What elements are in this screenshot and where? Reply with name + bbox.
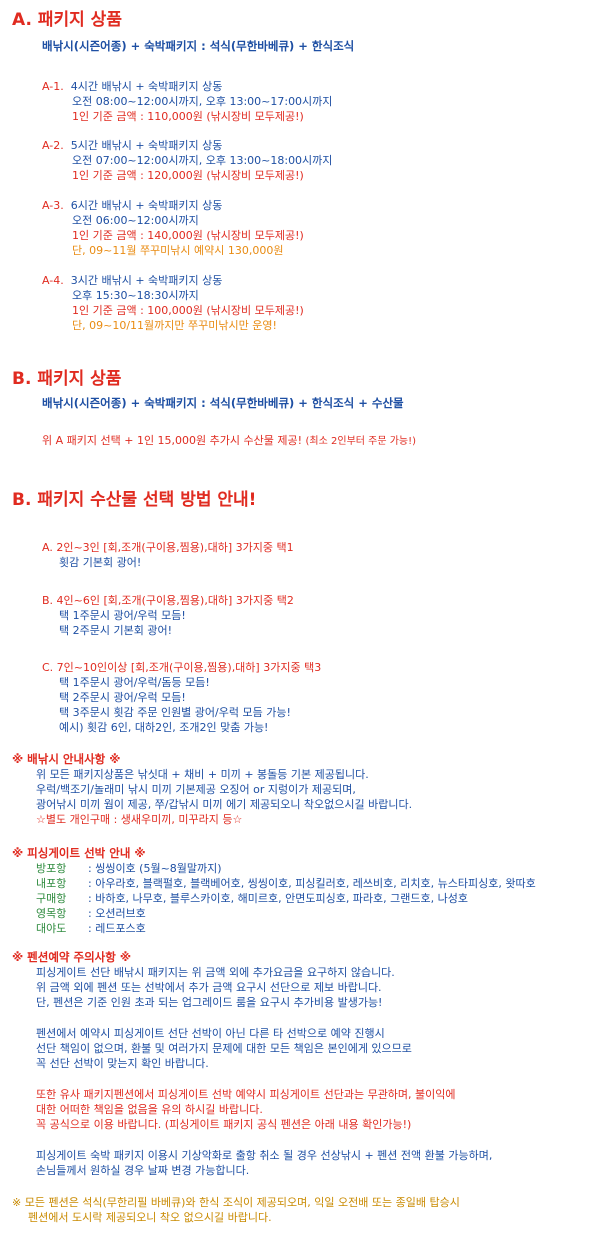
pension-caution-title: ※ 펜션예약 주의사항 ※ [12,950,132,964]
ship-guide: ※ 피싱게이트 선박 안내 ※ 방포항 : 씽씽이호 (5월~8월말까지) 내포항… [12,846,536,936]
seafood-group-c: C. 7인~10인이상 [회,조개(구이용,찜용),대하] 3가지중 택3 택 … [42,660,321,735]
caution-line: 선단 책임이 없으며, 환불 및 여러가지 문제에 대한 모든 책임은 본인에게… [36,1042,412,1055]
ship-list: : 씽씽이호 (5월~8월말까지) [88,862,222,875]
package-a1: A-1. 4시간 배낚시 + 숙박패키지 상동 오전 08:00~12:00시까… [42,79,332,124]
ship-port: 구매항 [36,892,67,905]
caution-paragraph-1: 피싱게이트 선단 배낚시 패키지는 위 금액 외에 추가요금을 요구하지 않습니… [12,965,492,1010]
seafood-group-head: C. 7인~10인이상 [회,조개(구이용,찜용),대하] 3가지중 택3 [42,661,322,674]
caution-line: 꼭 선단 선박이 맞는지 확인 바랍니다. [36,1057,209,1070]
package-price: 1인 기준 금액 : 110,000원 (낚시장비 모두제공!) [72,110,304,123]
package-a2: A-2. 5시간 배낚시 + 숙박패키지 상동 오전 07:00~12:00시까… [42,138,332,183]
caution-line: 대한 어떠한 책임을 없음을 유의 하시길 바랍니다. [36,1103,263,1116]
package-price: 1인 기준 금액 : 100,000원 (낚시장비 모두제공!) [72,304,304,317]
fishing-guide-line: 광어낚시 미끼 웜이 제공, 쭈/갑낚시 미끼 에기 제공되오니 착오없으시길 … [36,798,413,811]
fishing-guide-line: 위 모든 패키지상품은 낚싯대 + 채비 + 미끼 + 봉돌등 기본 제공됩니다… [36,768,369,781]
fishing-guide: ※ 배낚시 안내사항 ※ 위 모든 패키지상품은 낚싯대 + 채비 + 미끼 +… [12,752,412,827]
seafood-group-head: A. 2인~3인 [회,조개(구이용,찜용),대하] 3가지중 택1 [42,541,294,554]
package-name: 5시간 배낚시 + 숙박패키지 상동 [70,139,223,152]
seafood-group-line: 택 2주문시 기본회 광어! [59,624,172,637]
caution-line: 또한 유사 패키지펜션에서 피싱게이트 선박 예약시 피싱게이트 선단과는 무관… [36,1088,456,1101]
section-b-line: 위 A 패키지 선택 + 1인 15,000원 추가시 수산물 제공! (최소 … [42,433,416,449]
ship-row: 대야도 : 레드포스호 [12,921,536,936]
seafood-group-line: 횟감 기본회 광어! [59,556,142,569]
package-code: A-4. [42,274,64,287]
section-c-title: B. 패키지 수산물 선택 방법 안내! [12,489,256,511]
section-c-title-text: B. 패키지 수산물 선택 방법 안내! [12,490,257,510]
caution-paragraph-4: 피싱게이트 숙박 패키지 이용시 기상악화로 출항 취소 될 경우 선상낚시 +… [12,1148,492,1178]
fishing-guide-title: ※ 배낚시 안내사항 ※ [12,752,121,766]
seafood-group-line: 택 1주문시 광어/우럭/돔등 모듬! [59,676,210,689]
seafood-group-a: A. 2인~3인 [회,조개(구이용,찜용),대하] 3가지중 택1 횟감 기본… [42,540,294,570]
package-a3: A-3. 6시간 배낚시 + 숙박패키지 상동 오전 06:00~12:00시까… [42,198,304,258]
fishing-guide-extra: ☆별도 개인구매 : 생새우미끼, 미꾸라지 등☆ [36,813,243,826]
seafood-group-line: 택 2주문시 광어/우럭 모듬! [59,691,186,704]
caution-line: 피싱게이트 숙박 패키지 이용시 기상악화로 출항 취소 될 경우 선상낚시 +… [36,1149,493,1162]
package-note: 단, 09~11월 쭈꾸미낚시 예약시 130,000원 [72,244,284,257]
ship-list: : 오션러브호 [88,907,146,920]
package-name: 4시간 배낚시 + 숙박패키지 상동 [70,80,223,93]
seafood-group-head: B. 4인~6인 [회,조개(구이용,찜용),대하] 3가지중 택2 [42,594,294,607]
package-price: 1인 기준 금액 : 120,000원 (낚시장비 모두제공!) [72,169,304,182]
package-price: 1인 기준 금액 : 140,000원 (낚시장비 모두제공!) [72,229,304,242]
package-name: 6시간 배낚시 + 숙박패키지 상동 [70,199,223,212]
section-b-subtitle: 배낚시(시즌어종) + 숙박패키지 : 석식(무한바베큐) + 한식조식 + 수… [42,396,404,410]
ship-list: : 레드포스호 [88,922,146,935]
package-note: 단, 09~10/11월까지만 쭈꾸미낚시만 운영! [72,319,277,332]
package-time: 오후 15:30~18:30시까지 [72,289,199,302]
fishing-guide-line: 우럭/백조기/놀래미 낚시 미끼 기본제공 오징어 or 지렁이가 제공되며, [36,783,356,796]
caution-line: 피싱게이트 선단 배낚시 패키지는 위 금액 외에 추가요금을 요구하지 않습니… [36,966,395,979]
package-code: A-1. [42,80,64,93]
ship-guide-title: ※ 피싱게이트 선박 안내 ※ [12,846,146,860]
caution-line: 손님들께서 원하실 경우 날짜 변경 가능합니다. [36,1164,250,1177]
caution-line: 펜션에서 예약시 피싱게이트 선단 선박이 아닌 다른 타 선박으로 예약 진행… [36,1027,385,1040]
package-name: 3시간 배낚시 + 숙박패키지 상동 [70,274,223,287]
ship-list: : 아우라호, 블랙펄호, 블랙베어호, 씽씽이호, 피싱킬러호, 레쓰비호, … [88,877,536,890]
seafood-group-line: 택 3주문시 횟감 주문 인원별 광어/우럭 모듬 가능! [59,706,291,719]
ship-row: 구매항 : 바하호, 나무호, 블루스카이호, 해미르호, 안면도피싱호, 파라호… [12,891,536,906]
package-time: 오전 08:00~12:00시까지, 오후 13:00~17:00시까지 [72,95,333,108]
ship-port: 대야도 [36,922,67,935]
caution-line: 단, 펜션은 기준 인원 초과 되는 업그레이드 룸을 요구시 추가비용 발생가… [36,996,383,1009]
ship-row: 방포항 : 씽씽이호 (5월~8월말까지) [12,861,536,876]
ship-port: 영목항 [36,907,67,920]
ship-port: 내포항 [36,877,67,890]
ship-list: : 바하호, 나무호, 블루스카이호, 해미르호, 안면도피싱호, 파라호, 그… [88,892,468,905]
caution-line: 위 금액 외에 펜션 또는 선박에서 추가 금액 요구시 선단으로 제보 바랍니… [36,981,382,994]
package-code: A-3. [42,199,64,212]
footer-line: 펜션에서 도시락 제공되오니 착오 없으시길 바랍니다. [28,1211,272,1224]
section-b-line-note: (최소 2인부터 주문 가능!) [305,436,417,447]
ship-row: 내포항 : 아우라호, 블랙펄호, 블랙베어호, 씽씽이호, 피싱킬러호, 레쓰비… [12,876,536,891]
caution-paragraph-3: 또한 유사 패키지펜션에서 피싱게이트 선박 예약시 피싱게이트 선단과는 무관… [12,1087,492,1132]
seafood-group-line: 예시) 횟감 6인, 대하2인, 조개2인 맞춤 가능! [59,721,269,734]
seafood-group-b: B. 4인~6인 [회,조개(구이용,찜용),대하] 3가지중 택2 택 1주문… [42,593,294,638]
caution-paragraph-2: 펜션에서 예약시 피싱게이트 선단 선박이 아닌 다른 타 선박으로 예약 진행… [12,1026,492,1071]
section-b-title: B. 패키지 상품 [12,369,122,389]
section-a-title: A. 패키지 상품 [12,10,122,30]
ship-port: 방포항 [36,862,67,875]
footer-line: ※ 모든 펜션은 석식(무한리필 바베큐)와 한식 조식이 제공되오며, 익일 … [12,1196,460,1209]
seafood-group-line: 택 1주문시 광어/우럭 모듬! [59,609,186,622]
caution-line: 꼭 공식으로 이용 바랍니다. (피싱게이트 패키지 공식 펜션은 아래 내용 … [36,1118,412,1131]
package-time: 오전 07:00~12:00시까지, 오후 13:00~18:00시까지 [72,154,333,167]
ship-row: 영목항 : 오션러브호 [12,906,536,921]
package-code: A-2. [42,139,64,152]
section-a-subtitle: 배낚시(시즌어종) + 숙박패키지 : 석식(무한바베큐) + 한식조식 [42,39,355,53]
pension-caution: ※ 펜션예약 주의사항 ※ 피싱게이트 선단 배낚시 패키지는 위 금액 외에 … [12,950,492,1178]
package-a4: A-4. 3시간 배낚시 + 숙박패키지 상동 오후 15:30~18:30시까… [42,273,304,333]
footer-note: ※ 모든 펜션은 석식(무한리필 바베큐)와 한식 조식이 제공되오며, 익일 … [12,1195,460,1225]
package-time: 오전 06:00~12:00시까지 [72,214,199,227]
section-b-line-text: 위 A 패키지 선택 + 1인 15,000원 추가시 수산물 제공! [42,434,303,447]
